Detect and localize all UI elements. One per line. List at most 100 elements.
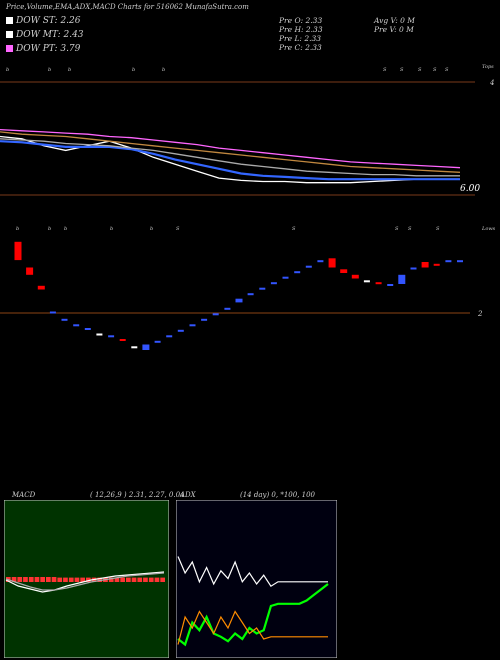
candle xyxy=(317,260,324,263)
candle xyxy=(26,267,34,275)
ema-top-marker: S xyxy=(433,67,437,73)
ema-series-line-3 xyxy=(0,131,461,173)
adx-lines xyxy=(177,556,329,647)
macd-histogram-bar xyxy=(114,577,120,582)
macd-histogram-bar xyxy=(68,577,74,582)
ema-panel: 4 Tops 6.00 b b b b b S S S S S xyxy=(0,64,494,196)
dow-pt-label: DOW PT: 3.79 xyxy=(6,44,80,54)
ema-top-marker: S xyxy=(445,67,449,73)
macd-lines xyxy=(5,571,165,593)
macd-histogram-bar xyxy=(63,577,68,582)
ema-series-line-0 xyxy=(0,135,460,184)
macd-histogram-bar xyxy=(80,577,85,582)
macd-histogram-bar xyxy=(126,577,131,582)
avg-volume: Avg V: 0 M xyxy=(374,16,415,25)
dow-pt-swatch xyxy=(6,45,13,52)
prev-volume: Pre V: 0 M xyxy=(374,25,414,34)
candle xyxy=(84,328,91,330)
macd-histogram-bar xyxy=(74,577,80,582)
candle xyxy=(166,335,173,338)
dow-mt-swatch xyxy=(6,31,13,38)
macd-histogram-bar xyxy=(46,577,51,582)
macd-histogram-bar xyxy=(17,577,23,582)
macd-series-line-1 xyxy=(5,572,165,591)
price-top-marker: b xyxy=(110,226,113,232)
volume-info: Avg V: 0 M Pre V: 0 M xyxy=(374,16,415,34)
candle xyxy=(131,346,138,349)
candle xyxy=(212,313,219,316)
candle xyxy=(340,269,348,273)
price-top-marker: b xyxy=(64,226,67,232)
ema-top-marker: b xyxy=(162,67,165,73)
candle xyxy=(282,276,289,279)
macd-histogram-bar xyxy=(120,577,125,582)
candle xyxy=(247,293,254,296)
candle xyxy=(457,260,463,263)
candle xyxy=(49,311,56,314)
adx-title: ADX xyxy=(180,491,196,499)
dow-st-label: DOW ST: 2.26 xyxy=(6,16,81,26)
prev-close: Pre C: 2.33 xyxy=(279,43,322,52)
ema-series-line-4 xyxy=(0,138,460,177)
candle xyxy=(375,282,382,285)
ema-bottom-tick: 6.00 xyxy=(460,184,480,194)
candle xyxy=(154,340,161,343)
ema-top-marker: b xyxy=(132,67,135,73)
price-top-marker: S xyxy=(395,226,399,232)
candle xyxy=(177,329,184,332)
candle xyxy=(61,318,68,321)
adx-series-line-0 xyxy=(177,556,328,588)
macd-histogram-bar xyxy=(131,577,137,582)
macd-histogram-bar xyxy=(23,577,28,582)
candle xyxy=(224,307,231,310)
macd-histogram-bar xyxy=(28,577,34,582)
macd-histogram-bar xyxy=(57,577,63,582)
candle xyxy=(270,282,277,285)
price-top-marker: S xyxy=(292,226,296,232)
candle xyxy=(445,260,452,263)
macd-chart xyxy=(4,500,169,658)
price-top-marker: b xyxy=(16,226,19,232)
macd-histogram-bar xyxy=(51,577,57,582)
ema-top-marker: b xyxy=(68,67,71,73)
price-mid-tick: 2 xyxy=(477,310,483,318)
ema-top-marker: b xyxy=(6,67,9,73)
ema-lines xyxy=(0,128,461,184)
candle xyxy=(259,287,266,290)
candle xyxy=(96,333,103,336)
ema-top-tick: 4 xyxy=(489,79,494,87)
candle xyxy=(235,298,243,303)
dow-st-swatch xyxy=(6,17,13,24)
ema-top-marker: S xyxy=(400,67,404,73)
candle xyxy=(189,324,196,327)
candle xyxy=(73,324,80,327)
adx-series-line-2 xyxy=(177,610,328,645)
macd-histogram-bar xyxy=(148,577,154,582)
adx-chart xyxy=(176,500,337,658)
macd-histogram-bar xyxy=(143,577,148,582)
macd-params: ( 12,26,9 ) 2.31, 2.27, 0.04 xyxy=(90,491,185,499)
dow-mt-label: DOW MT: 2.43 xyxy=(6,30,84,40)
candle xyxy=(37,285,45,290)
price-top-marker: S xyxy=(436,226,440,232)
macd-histogram-bar xyxy=(34,577,40,582)
candle xyxy=(201,318,208,321)
price-right-tag: Lows xyxy=(481,226,496,232)
prev-open: Pre O: 2.33 xyxy=(279,16,323,25)
price-top-marker: b xyxy=(150,226,153,232)
ema-series-line-2 xyxy=(0,128,461,169)
candle xyxy=(410,267,417,270)
chart-title: Price,Volume,EMA,ADX,MACD Charts for 516… xyxy=(6,3,249,11)
candle xyxy=(119,339,126,341)
ema-top-marker: S xyxy=(418,67,422,73)
candle xyxy=(433,263,440,266)
candle xyxy=(305,265,312,268)
candle xyxy=(398,274,406,284)
macd-histogram-bar xyxy=(154,577,160,582)
macd-histogram-bar xyxy=(40,577,45,582)
macd-histogram-bar xyxy=(108,577,114,582)
candle xyxy=(351,274,359,279)
macd-series-line-0 xyxy=(5,571,165,593)
adx-params: (14 day) 0, *100, 100 xyxy=(240,491,316,499)
